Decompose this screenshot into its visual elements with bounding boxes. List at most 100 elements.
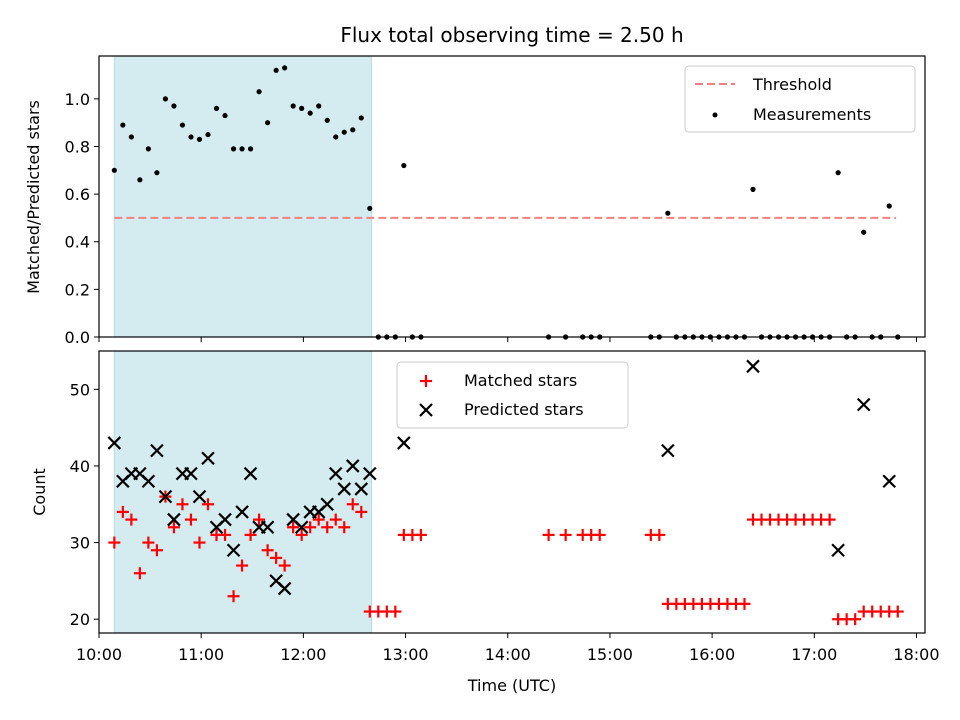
measurement-point	[358, 115, 364, 121]
top-y-tick-label: 1.0	[65, 90, 90, 109]
predicted-star-stroke	[141, 474, 156, 489]
predicted-star-marker	[150, 443, 164, 458]
measurement-point	[213, 105, 220, 111]
measurement-point	[256, 89, 262, 95]
bottom-y-tick-label: 50	[70, 380, 90, 399]
matched-star-marker	[287, 521, 300, 534]
measurement-point	[128, 134, 134, 140]
predicted-star-marker	[218, 512, 232, 527]
matched-star-marker	[261, 544, 274, 557]
measurement-point	[367, 205, 373, 212]
bottom-y-tick-label: 20	[70, 610, 90, 629]
matched-star-marker	[653, 528, 666, 541]
measurement-point	[324, 117, 330, 123]
predicted-star-marker	[320, 497, 334, 512]
measurement-point	[299, 105, 305, 111]
top-y-tick-label: 0.2	[65, 280, 90, 299]
predicted-star-stroke	[277, 581, 292, 596]
predicted-star-marker	[226, 543, 241, 558]
predicted-star-marker	[235, 505, 249, 519]
matched-star-marker	[593, 528, 606, 541]
bottom-x-tick-label: 18:00	[893, 645, 939, 664]
measurement-point	[341, 129, 347, 135]
top-legend: Threshold Measurements	[684, 65, 916, 133]
bottom-legend-box	[396, 361, 629, 429]
predicted-star-stroke	[260, 520, 275, 535]
predicted-star-stroke	[269, 574, 283, 588]
measurement-point	[290, 103, 296, 109]
matched-star-marker	[278, 559, 291, 572]
legend-measurements-label: Measurements	[753, 105, 871, 124]
legend-matched-swatch	[420, 375, 432, 387]
predicted-star-stroke	[107, 436, 122, 450]
predicted-star-stroke	[882, 474, 897, 489]
predicted-star-marker	[107, 436, 122, 450]
measurement-point	[230, 146, 237, 152]
measurement-point	[137, 177, 143, 183]
predicted-star-marker	[277, 581, 292, 596]
measurement-point	[205, 131, 211, 138]
measurement-point	[401, 162, 407, 169]
matched-star-marker	[236, 559, 249, 572]
predicted-star-marker	[363, 466, 377, 481]
measurement-point	[750, 186, 756, 192]
matched-star-marker	[321, 521, 334, 534]
predicted-star-stroke	[150, 443, 164, 458]
matched-star-marker	[150, 544, 163, 557]
matched-star-marker	[184, 513, 197, 526]
matched-star-marker	[295, 528, 308, 541]
predicted-star-marker	[328, 466, 343, 481]
predicted-star-marker	[141, 474, 156, 489]
measurement-point	[247, 146, 254, 152]
predicted-star-stroke	[133, 466, 147, 481]
matched-star-marker	[176, 498, 189, 511]
predicted-star-marker	[397, 436, 411, 450]
matched-star-marker	[304, 521, 317, 534]
measurement-point	[120, 122, 126, 128]
matched-stars-points	[108, 490, 904, 626]
predicted-star-marker	[337, 482, 352, 496]
measurement-point	[835, 170, 841, 176]
matched-star-marker	[389, 605, 402, 618]
bottom-x-tick-label: 13:00	[383, 645, 429, 664]
predicted-star-marker	[856, 397, 871, 412]
predicted-star-stroke	[354, 482, 369, 496]
predicted-star-stroke	[184, 466, 198, 481]
predicted-star-marker	[746, 359, 760, 374]
predicted-star-stroke	[243, 466, 258, 481]
bottom-x-tick-label: 11:00	[178, 645, 224, 664]
top-panel: 0.0 0.2 0.4 0.6 0.8 1.0 Flux total observing …	[24, 23, 926, 347]
bottom-x-axis: 10:00 11:00 12:00 13:00 14:00 15:00 16:00 17:00…	[76, 633, 940, 664]
matched-star-marker	[167, 521, 180, 534]
top-observing-span	[113, 55, 372, 338]
matched-star-marker	[414, 528, 427, 541]
measurement-point	[171, 103, 177, 109]
matched-star-marker	[227, 590, 240, 603]
predicted-star-marker	[158, 489, 173, 504]
bottom-y-tick-label: 40	[70, 457, 90, 476]
matched-star-marker	[108, 536, 121, 549]
bottom-legend: Matched stars Predicted stars	[396, 361, 629, 429]
predicted-star-stroke	[294, 520, 309, 535]
measurement-point	[111, 167, 117, 173]
predicted-star-stroke	[167, 512, 181, 527]
matched-star-marker	[244, 528, 257, 541]
predicted-star-stroke	[158, 489, 173, 504]
legend-measurements-swatch	[712, 112, 718, 118]
predicted-star-stroke	[286, 512, 300, 527]
predicted-star-marker	[831, 543, 845, 558]
predicted-star-marker	[661, 443, 675, 458]
top-legend-box	[684, 65, 916, 133]
measurement-point	[222, 112, 228, 119]
matched-star-marker	[355, 505, 368, 518]
predicted-star-stroke	[235, 505, 249, 519]
bottom-x-tick-label: 16:00	[689, 645, 735, 664]
predicted-star-stroke	[192, 489, 207, 504]
measurement-point	[188, 134, 194, 140]
bottom-y-axis-label: Count	[30, 468, 49, 516]
bottom-x-tick-label: 14:00	[485, 645, 531, 664]
matched-star-marker	[823, 513, 836, 526]
predicted-star-stroke	[218, 512, 232, 527]
